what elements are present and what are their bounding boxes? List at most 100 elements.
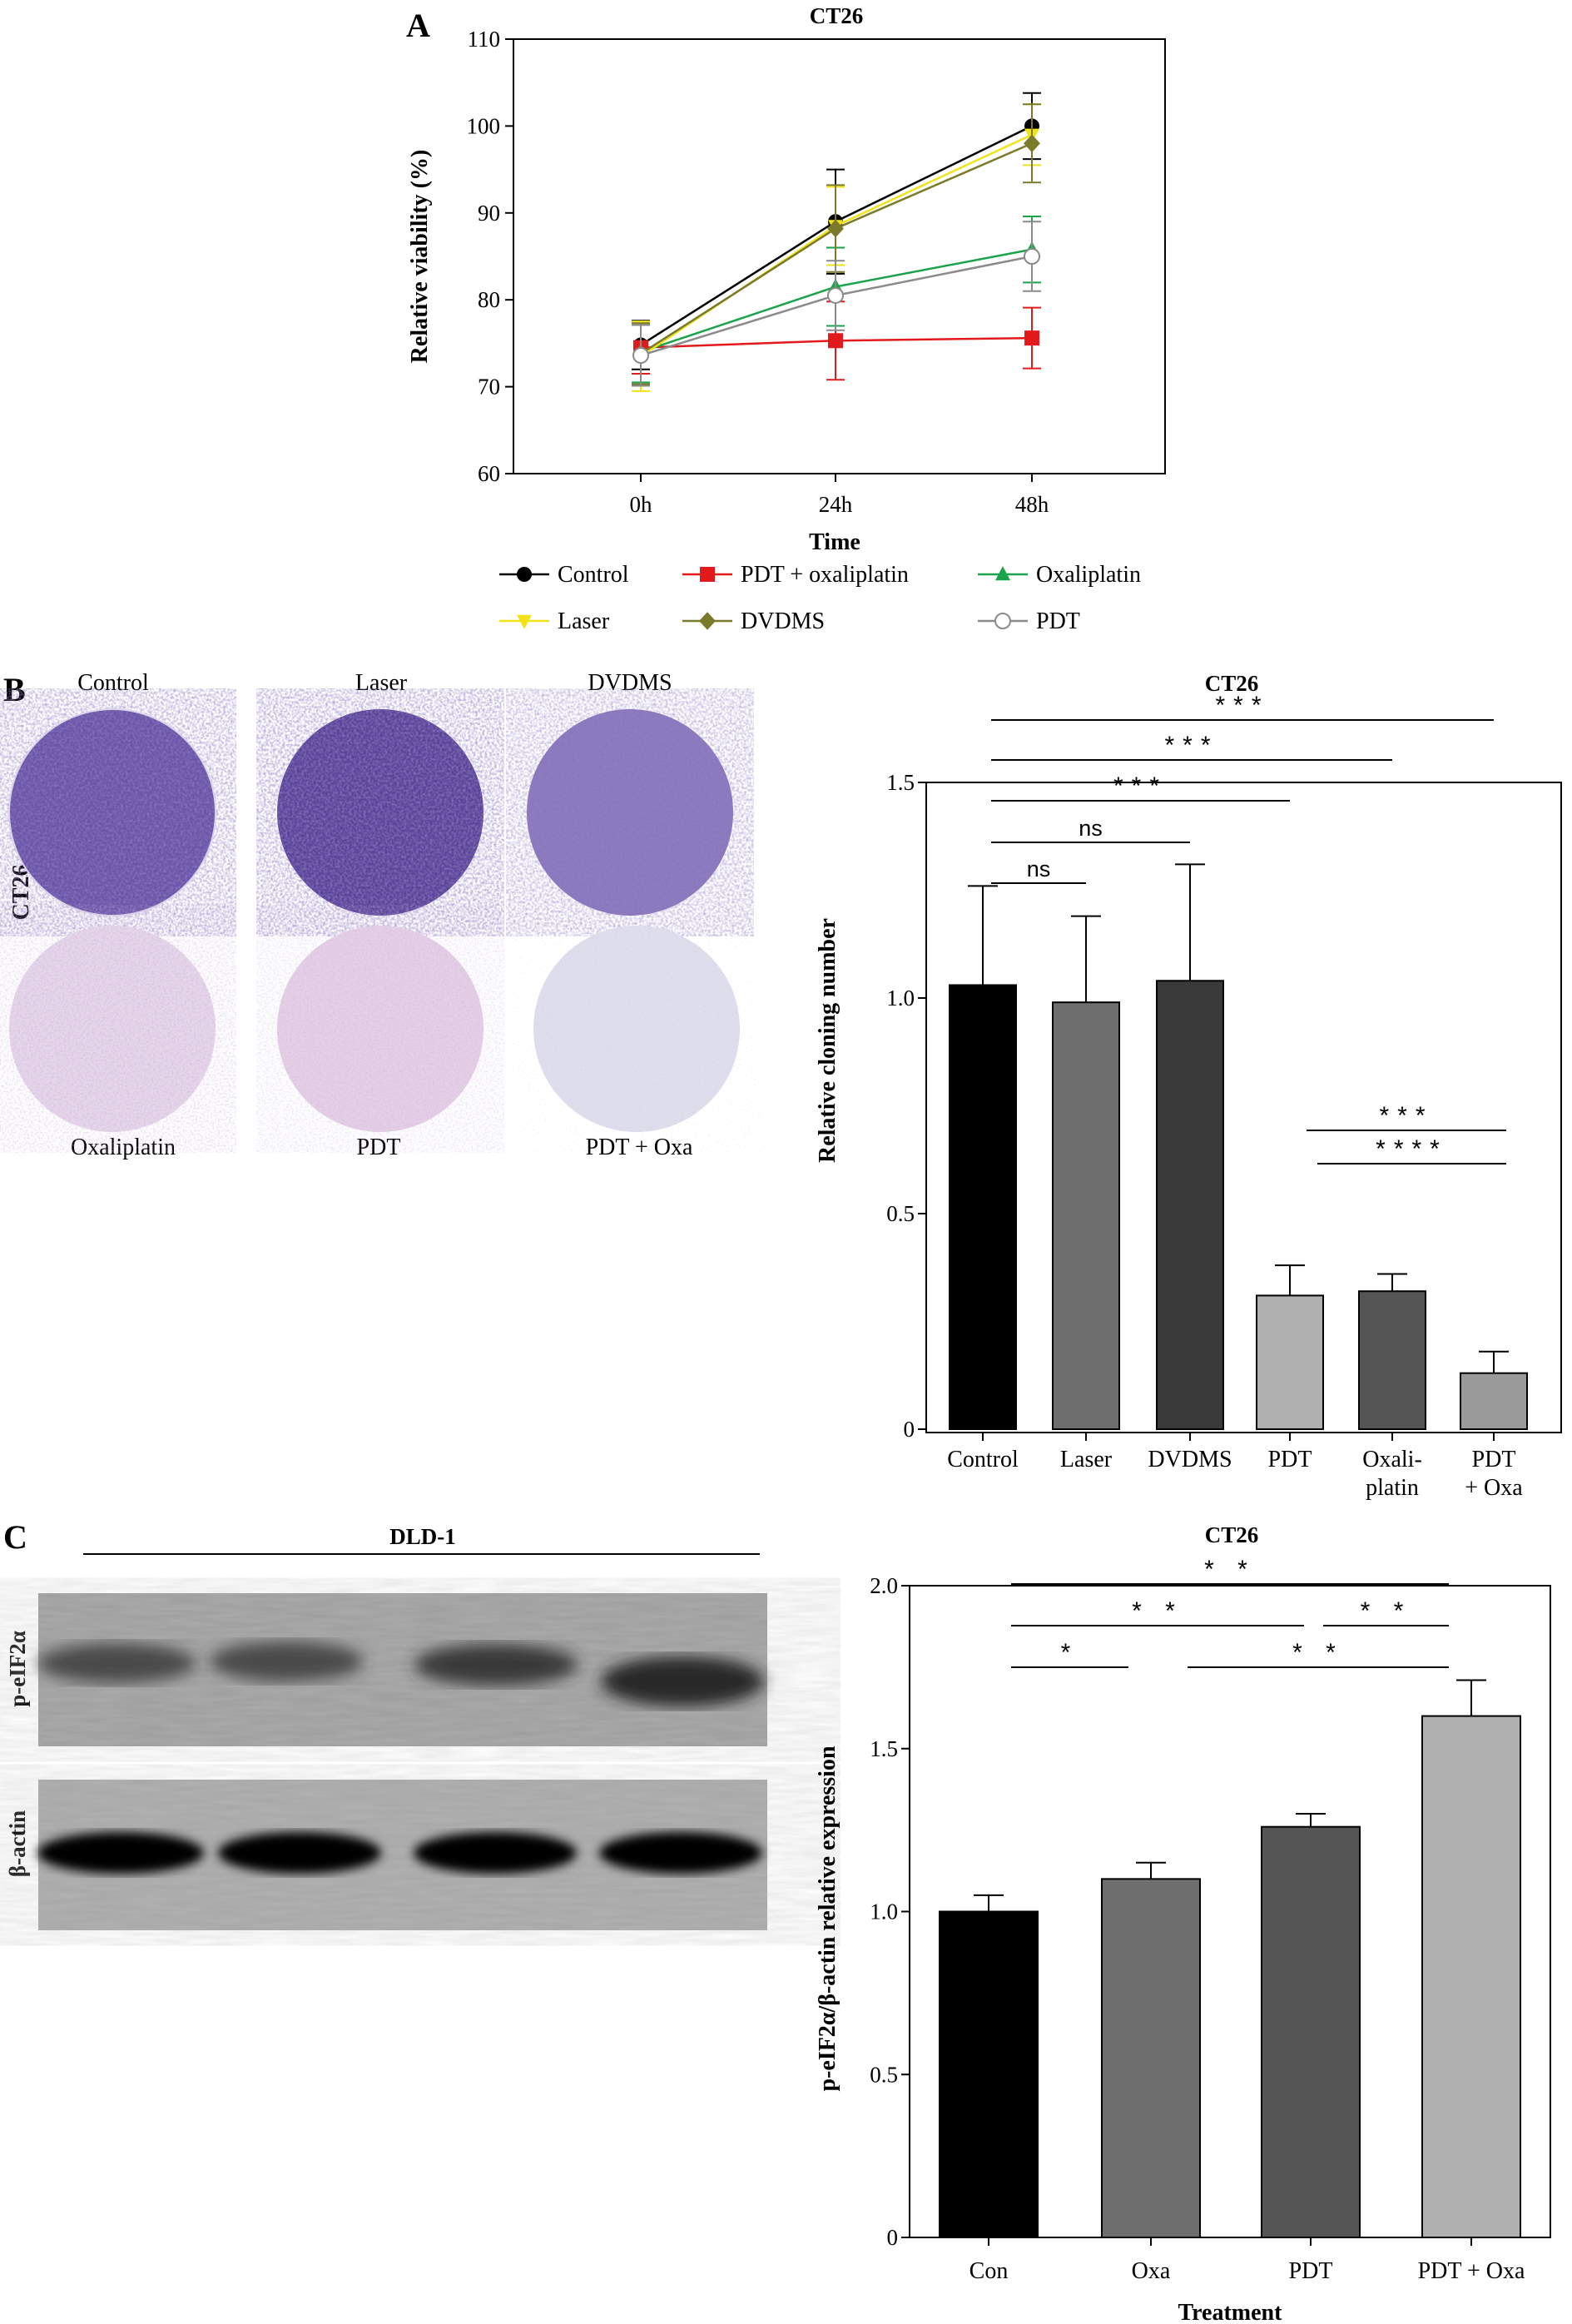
legend-marker [517,567,532,582]
bar-category-label: PDT + Oxa [1418,2258,1525,2284]
colony-label-pdt-oxa: PDT + Oxa [586,1135,693,1160]
blot-strip-peif2a [37,1593,767,1746]
significance-label: * * [1361,1597,1412,1625]
line-chart-x-axis: 0h 24h 48h [630,474,1049,517]
series-dvdms [632,103,1041,385]
bar [1421,1715,1521,2239]
cloning-chart-bars [949,863,1528,1431]
colony-label-control: Control [77,670,149,696]
legend-label: PDT [1036,608,1080,634]
bar-category-label: DVDMS [1148,1447,1232,1472]
bar-y-tick-label: 1.0 [886,986,915,1011]
significance-label: * * [1132,1597,1183,1625]
colony-label-oxaliplatin: Oxaliplatin [71,1135,176,1160]
colony-label-dvdms: DVDMS [588,670,672,696]
colony-image-grid: CT26 Control Laser DVDMS Oxaliplatin PDT… [8,670,740,1160]
bar [1052,1001,1120,1431]
bar-y-tick-label: 1.0 [870,1899,898,1924]
significance-label: *** [1164,732,1218,759]
significance-label: ns [1079,816,1103,841]
line-x-tick-label: 48h [1015,492,1049,517]
significance-label: * * [1204,1556,1256,1583]
bar-category-label: Oxali- [1362,1447,1422,1472]
legend-entry: PDT [978,608,1080,634]
data-point [1024,330,1039,346]
line-chart-legend: Control PDT + oxaliplatin Oxaliplatin Laser… [499,562,1141,634]
expression-chart-y-axis: 0 0.5 1.0 1.5 2.0 [870,1573,910,2250]
series-pdt-oxaliplatin [632,300,1041,381]
bar [1101,1878,1201,2239]
line-y-tick-label: 110 [468,27,501,52]
line-y-tick-label: 70 [478,375,500,400]
bar-y-tick-label: 0.5 [886,1201,915,1226]
blot-row-label-peif2a: p-eIF2α [5,1631,30,1707]
line-y-tick-label: 80 [478,287,500,312]
significance-label: ns [1027,857,1051,881]
expression-chart-x-axis: Con Oxa PDT PDT + Oxa [969,2237,1525,2284]
panel-letter-b: B [3,671,26,708]
bar [1256,1294,1324,1431]
colony-well-laser [277,709,484,916]
legend-label: Oxaliplatin [1036,562,1141,588]
expression-bar-chart: CT26 0 0.5 1.0 1.5 2.0 p-eIF2α/β-actin relat… [815,1522,1551,2324]
data-point [632,347,649,365]
cloning-chart-y-label: Relative cloning number [815,918,841,1163]
bar-category-label: PDT [1289,2258,1333,2284]
data-point [828,333,843,349]
bar [1156,980,1224,1430]
line-y-tick-label: 100 [467,113,501,138]
expression-chart-x-label: Treatment [1178,2300,1283,2324]
series-pdt [632,221,1041,387]
bar-category-label: Laser [1060,1447,1113,1472]
line-x-tick-label: 24h [819,492,853,517]
expression-chart-y-label: p-eIF2α/β-actin relative expression [815,1745,841,2091]
significance-label: *** [1113,772,1168,800]
bar-y-tick-label: 0.5 [870,2062,898,2087]
line-chart-series [632,92,1041,392]
western-blot: DLD-1 p-eIF2α β-actin [5,1524,767,1930]
bar [1460,1372,1528,1431]
line-chart-plot-frame [513,38,1166,474]
significance-label: * * [1292,1639,1344,1666]
line-y-tick-label: 60 [478,461,500,486]
significance-label: *** [1379,1102,1433,1130]
data-point [827,286,844,304]
bar-y-tick-label: 2.0 [870,1573,898,1598]
bar [939,1910,1039,2238]
line-chart-x-label: Time [809,529,860,555]
legend-marker [699,612,716,630]
bar-category-label: platin [1366,1475,1419,1501]
colony-well-dvdms [527,709,733,916]
cloning-chart-y-axis: 0 0.5 1.0 1.5 [886,770,926,1442]
colony-well-pdt [277,926,484,1132]
bar-category-label: Oxa [1132,2258,1171,2284]
line-chart-title: CT26 [810,3,864,28]
legend-marker [700,567,715,582]
expression-chart-significance: * * * * * * * * * [1011,1556,1449,1668]
bar-y-tick-label: 0 [887,2225,899,2250]
blot-row-label-actin: β-actin [5,1810,30,1877]
line-y-tick-label: 90 [478,201,500,226]
significance-label: *** [1215,692,1269,719]
bar-y-tick-label: 0 [904,1417,915,1442]
legend-entry: DVDMS [682,608,825,634]
line-x-tick-label: 0h [630,492,653,517]
line-chart: CT26 60 70 80 90 100 110 0h 24h 48h Relative vi… [407,3,1166,634]
bar-category-label: + Oxa [1465,1475,1523,1501]
bar [949,984,1017,1430]
legend-label: DVDMS [741,608,825,634]
bar [1358,1290,1426,1430]
panel-letter-c: C [3,1518,27,1556]
data-point [1024,248,1040,265]
expression-chart-title: CT26 [1205,1522,1259,1547]
significance-label: * [1061,1639,1079,1666]
line-chart-y-label: Relative viability (%) [407,150,433,364]
data-point [827,219,844,238]
blot-title: DLD-1 [389,1524,456,1549]
blot-strip-actin [37,1780,767,1930]
bar-y-tick-label: 1.5 [886,770,915,795]
cloning-chart-x-axis: Control Laser DVDMS PDT Oxali-platin PDT + Oxa [947,1433,1523,1501]
legend-marker [995,566,1010,581]
